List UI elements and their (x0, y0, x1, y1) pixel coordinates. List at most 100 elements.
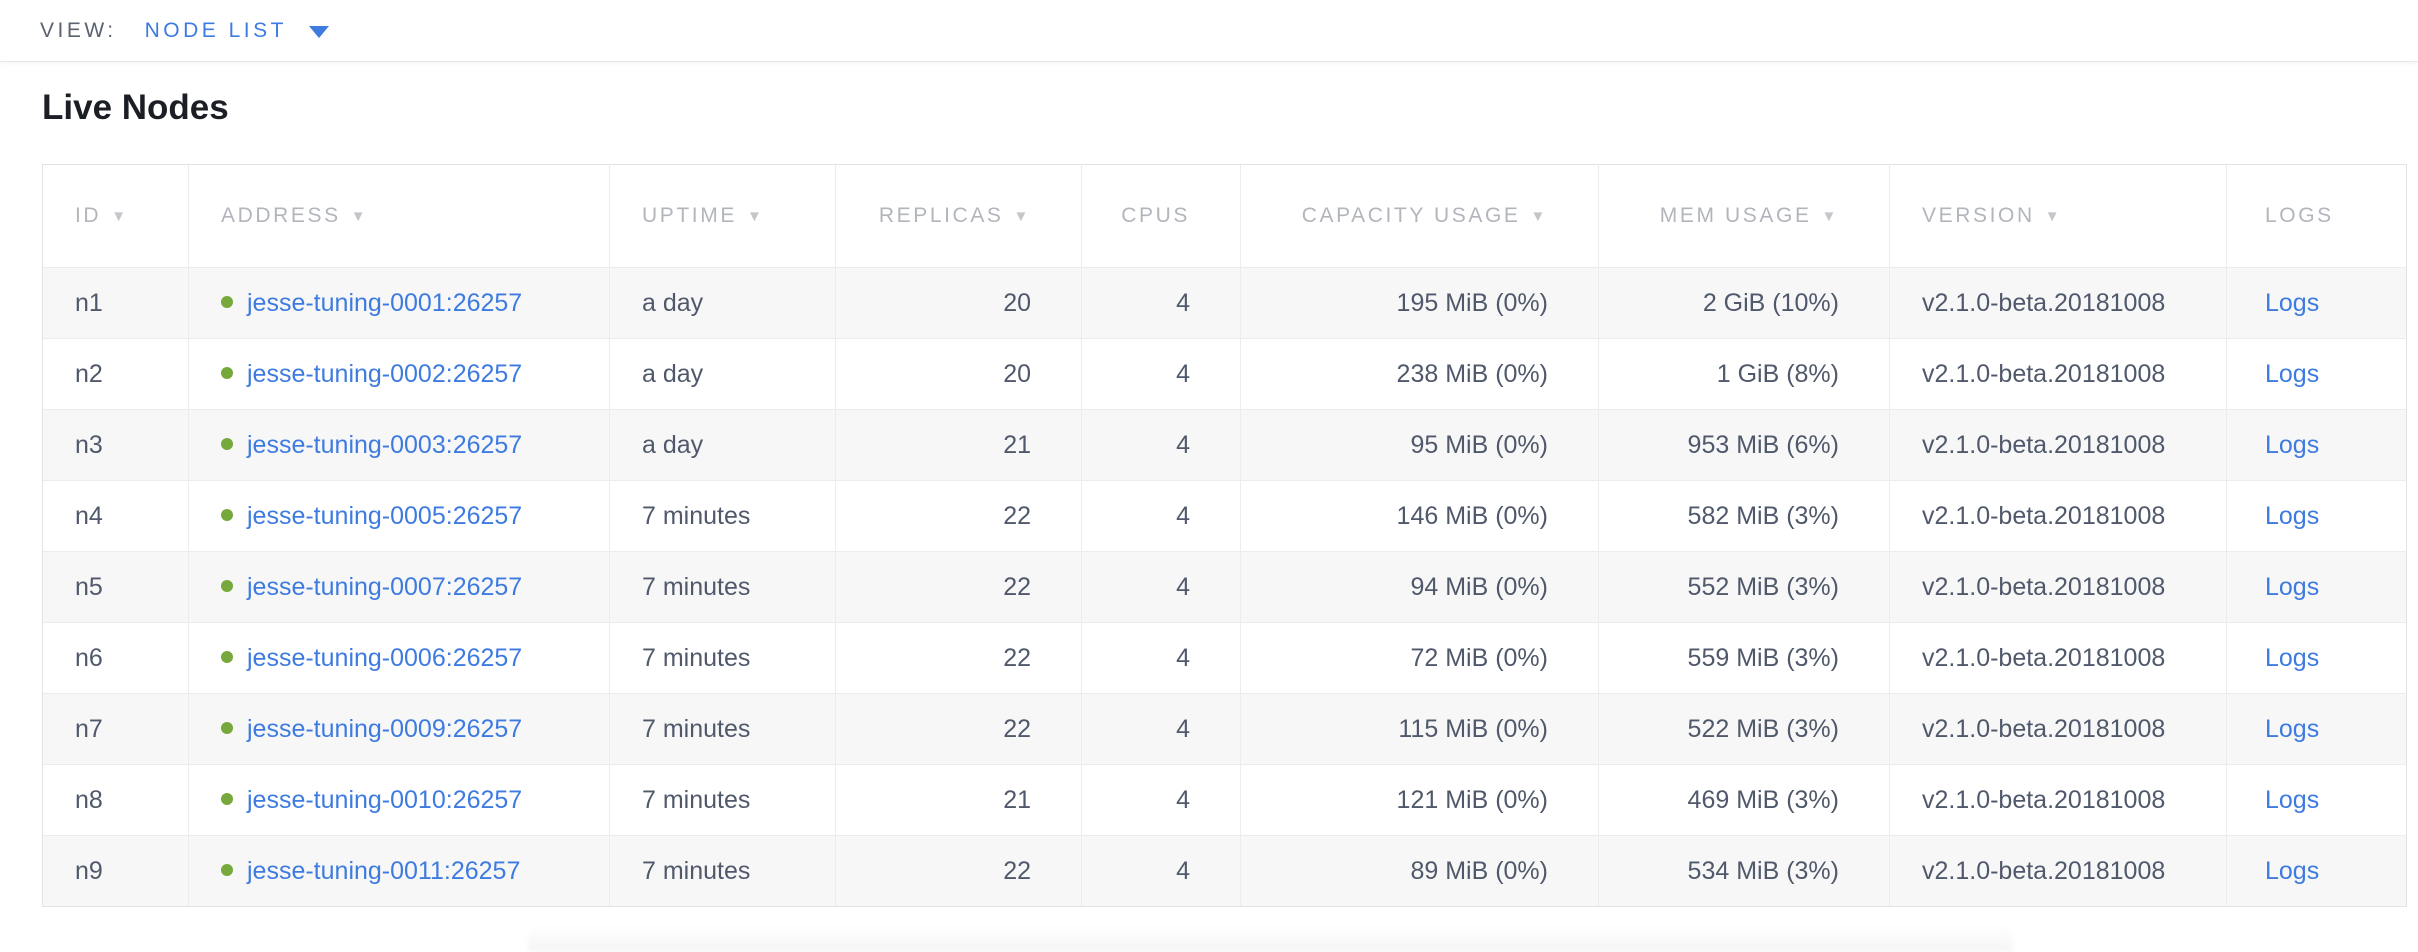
node-logs-link[interactable]: Logs (2265, 288, 2320, 317)
column-header-replicas[interactable]: REPLICAS ▼ (835, 165, 1081, 267)
column-header-capacity[interactable]: CAPACITY USAGE ▼ (1240, 165, 1598, 267)
cell-version: v2.1.0-beta.20181008 (1889, 267, 2226, 338)
node-address-link[interactable]: jesse-tuning-0003:26257 (247, 430, 523, 459)
node-address-link[interactable]: jesse-tuning-0001:26257 (247, 288, 523, 317)
cell-mem: 559 MiB (3%) (1598, 622, 1889, 693)
node-live-status-icon (221, 437, 233, 450)
cell-logs: Logs (2226, 835, 2406, 906)
cell-logs: Logs (2226, 764, 2406, 835)
cell-capacity: 89 MiB (0%) (1240, 835, 1598, 906)
cell-mem: 522 MiB (3%) (1598, 693, 1889, 764)
cell-mem: 534 MiB (3%) (1598, 835, 1889, 906)
node-row-n1: n1 jesse-tuning-0001:26257 a day 20 4 195 MiB… (43, 267, 2406, 338)
column-header-uptime[interactable]: UPTIME ▼ (609, 165, 835, 267)
cell-address: jesse-tuning-0002:26257 (188, 338, 609, 409)
cell-id: n4 (43, 480, 188, 551)
node-address-link[interactable]: jesse-tuning-0010:26257 (247, 785, 523, 814)
column-header-cpus: CPUS (1081, 165, 1240, 267)
column-header-label: UPTIME (642, 204, 737, 227)
node-address-link[interactable]: jesse-tuning-0007:26257 (247, 572, 523, 601)
view-dropdown[interactable]: NODE LIST (145, 19, 329, 43)
column-header-label: ADDRESS (221, 204, 341, 227)
cell-capacity: 121 MiB (0%) (1240, 764, 1598, 835)
node-address-link[interactable]: jesse-tuning-0002:26257 (247, 359, 523, 388)
column-header-label: LOGS (2265, 204, 2334, 227)
node-row-n2: n2 jesse-tuning-0002:26257 a day 20 4 238 MiB… (43, 338, 2406, 409)
cell-capacity: 72 MiB (0%) (1240, 622, 1598, 693)
cell-mem: 469 MiB (3%) (1598, 764, 1889, 835)
cell-cpus: 4 (1081, 764, 1240, 835)
cell-logs: Logs (2226, 409, 2406, 480)
node-logs-link[interactable]: Logs (2265, 856, 2320, 885)
cell-cpus: 4 (1081, 267, 1240, 338)
cell-capacity: 146 MiB (0%) (1240, 480, 1598, 551)
node-address-link[interactable]: jesse-tuning-0009:26257 (247, 714, 523, 743)
cell-cpus: 4 (1081, 480, 1240, 551)
column-header-id[interactable]: ID ▼ (43, 165, 188, 267)
node-logs-link[interactable]: Logs (2265, 643, 2320, 672)
node-live-status-icon (221, 650, 233, 663)
column-header-address[interactable]: ADDRESS ▼ (188, 165, 609, 267)
cell-logs: Logs (2226, 267, 2406, 338)
cell-address: jesse-tuning-0011:26257 (188, 835, 609, 906)
node-row-n8: n8 jesse-tuning-0010:26257 7 minutes 21 4 121… (43, 764, 2406, 835)
node-row-n7: n7 jesse-tuning-0009:26257 7 minutes 22 4 115… (43, 693, 2406, 764)
node-live-status-icon (221, 366, 233, 379)
cell-uptime: a day (609, 409, 835, 480)
cell-uptime: 7 minutes (609, 551, 835, 622)
cell-version: v2.1.0-beta.20181008 (1889, 622, 2226, 693)
cell-logs: Logs (2226, 693, 2406, 764)
node-address-link[interactable]: jesse-tuning-0006:26257 (247, 643, 523, 672)
live-nodes-table-container: ID ▼ ADDRESS ▼ UPTIME ▼ REPLICAS ▼ CPUS CAPACITY … (42, 164, 2407, 907)
cell-replicas: 21 (835, 409, 1081, 480)
cell-uptime: 7 minutes (609, 622, 835, 693)
cell-version: v2.1.0-beta.20181008 (1889, 409, 2226, 480)
node-logs-link[interactable]: Logs (2265, 359, 2320, 388)
cell-id: n5 (43, 551, 188, 622)
cell-address: jesse-tuning-0003:26257 (188, 409, 609, 480)
cell-version: v2.1.0-beta.20181008 (1889, 480, 2226, 551)
cell-logs: Logs (2226, 338, 2406, 409)
node-logs-link[interactable]: Logs (2265, 430, 2320, 459)
cell-replicas: 20 (835, 338, 1081, 409)
sort-caret-icon: ▼ (111, 208, 129, 225)
node-row-n3: n3 jesse-tuning-0003:26257 a day 21 4 95 MiB … (43, 409, 2406, 480)
cell-capacity: 94 MiB (0%) (1240, 551, 1598, 622)
cell-cpus: 4 (1081, 551, 1240, 622)
cell-address: jesse-tuning-0005:26257 (188, 480, 609, 551)
cell-uptime: 7 minutes (609, 764, 835, 835)
column-header-label: VERSION (1922, 204, 2035, 227)
node-logs-link[interactable]: Logs (2265, 572, 2320, 601)
column-header-label: CAPACITY USAGE (1301, 204, 1521, 227)
cell-address: jesse-tuning-0010:26257 (188, 764, 609, 835)
view-selector-bar: VIEW: NODE LIST (0, 0, 2418, 62)
cell-mem: 582 MiB (3%) (1598, 480, 1889, 551)
page-title: Live Nodes (42, 88, 229, 127)
cell-mem: 2 GiB (10%) (1598, 267, 1889, 338)
cell-id: n8 (43, 764, 188, 835)
column-header-mem[interactable]: MEM USAGE ▼ (1598, 165, 1889, 267)
cell-logs: Logs (2226, 480, 2406, 551)
cell-id: n9 (43, 835, 188, 906)
table-header-row: ID ▼ ADDRESS ▼ UPTIME ▼ REPLICAS ▼ CPUS CAPACITY … (43, 165, 2406, 267)
cell-replicas: 22 (835, 480, 1081, 551)
node-address-link[interactable]: jesse-tuning-0005:26257 (247, 501, 523, 530)
cell-capacity: 195 MiB (0%) (1240, 267, 1598, 338)
cell-logs: Logs (2226, 551, 2406, 622)
node-logs-link[interactable]: Logs (2265, 785, 2320, 814)
cell-uptime: a day (609, 267, 835, 338)
live-nodes-table: ID ▼ ADDRESS ▼ UPTIME ▼ REPLICAS ▼ CPUS CAPACITY … (42, 164, 2407, 907)
cell-replicas: 20 (835, 267, 1081, 338)
cell-replicas: 22 (835, 551, 1081, 622)
cell-uptime: 7 minutes (609, 693, 835, 764)
node-logs-link[interactable]: Logs (2265, 714, 2320, 743)
sort-caret-icon: ▼ (2044, 208, 2063, 225)
node-address-link[interactable]: jesse-tuning-0011:26257 (247, 856, 521, 885)
column-header-version[interactable]: VERSION ▼ (1889, 165, 2226, 267)
sort-caret-icon: ▼ (1530, 208, 1548, 225)
node-row-n9: n9 jesse-tuning-0011:26257 7 minutes 22 4 89 … (43, 835, 2406, 906)
cell-id: n1 (43, 267, 188, 338)
node-logs-link[interactable]: Logs (2265, 501, 2320, 530)
cell-version: v2.1.0-beta.20181008 (1889, 338, 2226, 409)
sort-caret-icon: ▼ (1821, 208, 1839, 225)
